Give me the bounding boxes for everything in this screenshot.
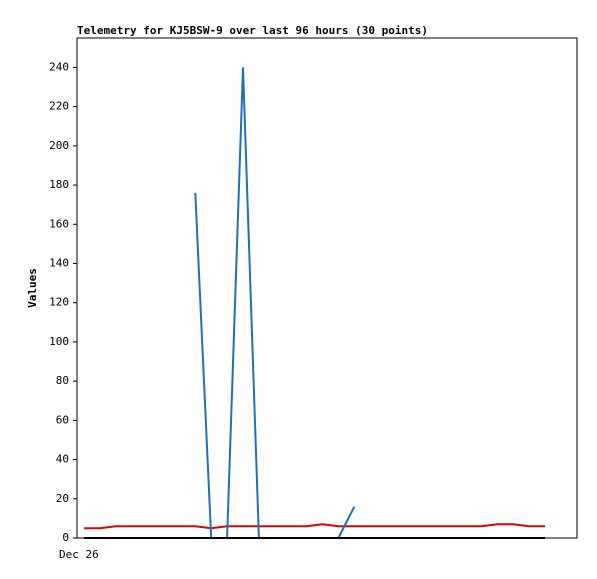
y-tick-label: 220 (49, 100, 69, 113)
y-tick-label: 40 (56, 453, 69, 466)
y-tick-label: 140 (49, 256, 69, 269)
y-tick-label: 80 (56, 374, 69, 387)
y-tick-label: 0 (62, 531, 69, 544)
data-line (195, 67, 386, 538)
y-tick-label: 100 (49, 335, 69, 348)
chart-title: Telemetry for KJ5BSW-9 over last 96 hour… (77, 24, 428, 37)
y-tick-label: 200 (49, 139, 69, 152)
y-tick-label: 160 (49, 217, 69, 230)
y-tick-label: 180 (49, 178, 69, 191)
data-line (84, 523, 546, 530)
plot-frame (76, 37, 578, 539)
x-tick-label: Dec 26 (59, 548, 99, 561)
y-tick-label: 240 (49, 60, 69, 73)
y-axis-label: Values (26, 268, 39, 308)
y-tick-label: 60 (56, 413, 69, 426)
y-tick-label: 20 (56, 492, 69, 505)
y-tick-label: 120 (49, 296, 69, 309)
